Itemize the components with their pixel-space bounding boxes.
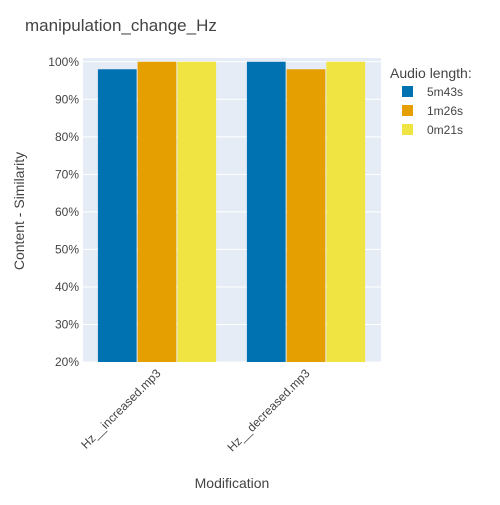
x-tick-label: Hz__increased.mp3 <box>78 366 164 452</box>
chart-title: manipulation_change_Hz <box>25 16 217 35</box>
bar-5m43s-Hz__decreased.mp3[interactable] <box>246 61 286 363</box>
y-tick-label: 90% <box>55 92 79 106</box>
bar-1m26s-Hz__increased.mp3[interactable] <box>137 61 177 363</box>
bar-5m43s-Hz__increased.mp3[interactable] <box>97 69 137 362</box>
x-axis-ticks: Hz__increased.mp3 Hz__decreased.mp3 <box>78 366 313 454</box>
legend-swatch <box>402 105 413 116</box>
bar-1m26s-Hz__decreased.mp3[interactable] <box>286 69 326 362</box>
y-axis-ticks: 20% 30% 40% 50% 60% 70% 80% 90% 100% <box>48 55 79 369</box>
legend-item-1m26s[interactable]: 1m26s <box>402 104 463 118</box>
y-tick-label: 80% <box>55 130 79 144</box>
y-tick-label: 70% <box>55 167 79 181</box>
legend-label: 1m26s <box>427 104 463 118</box>
legend-item-5m43s[interactable]: 5m43s <box>402 85 463 99</box>
y-tick-label: 40% <box>55 280 79 294</box>
legend-label: 5m43s <box>427 85 463 99</box>
x-tick-label: Hz__decreased.mp3 <box>224 366 312 454</box>
y-tick-label: 30% <box>55 317 79 331</box>
legend-title: Audio length: <box>390 65 472 81</box>
y-tick-label: 100% <box>48 55 79 69</box>
legend[interactable]: Audio length: 5m43s 1m26s 0m21s <box>390 65 472 137</box>
bar-0m21s-Hz__increased.mp3[interactable] <box>177 61 217 363</box>
y-tick-label: 50% <box>55 242 79 256</box>
legend-label: 0m21s <box>427 123 463 137</box>
legend-swatch <box>402 124 413 135</box>
y-axis-title: Content - Similarity <box>11 152 27 270</box>
legend-swatch <box>402 86 413 97</box>
y-tick-label: 60% <box>55 205 79 219</box>
legend-item-0m21s[interactable]: 0m21s <box>402 123 463 137</box>
bars <box>97 61 366 363</box>
x-axis-title: Modification <box>195 475 270 491</box>
y-tick-label: 20% <box>55 355 79 369</box>
bar-0m21s-Hz__decreased.mp3[interactable] <box>326 61 366 363</box>
